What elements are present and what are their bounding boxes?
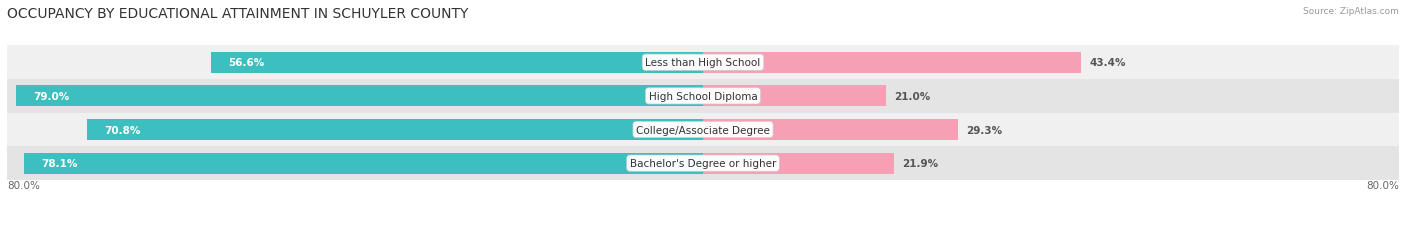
Bar [15,86,703,107]
Bar [7,80,1399,113]
Bar [703,153,894,174]
Text: 21.0%: 21.0% [894,91,931,101]
Bar [703,53,1081,73]
Text: 78.1%: 78.1% [41,158,77,168]
Text: 79.0%: 79.0% [34,91,69,101]
Text: 80.0%: 80.0% [1367,180,1399,190]
Bar [7,46,1399,80]
Text: 43.4%: 43.4% [1090,58,1126,68]
Text: Less than High School: Less than High School [645,58,761,68]
Text: Bachelor's Degree or higher: Bachelor's Degree or higher [630,158,776,168]
Text: OCCUPANCY BY EDUCATIONAL ATTAINMENT IN SCHUYLER COUNTY: OCCUPANCY BY EDUCATIONAL ATTAINMENT IN S… [7,7,468,21]
Text: High School Diploma: High School Diploma [648,91,758,101]
Text: Source: ZipAtlas.com: Source: ZipAtlas.com [1303,7,1399,16]
Text: 70.8%: 70.8% [104,125,141,135]
Text: 56.6%: 56.6% [228,58,264,68]
Text: 80.0%: 80.0% [7,180,39,190]
Text: College/Associate Degree: College/Associate Degree [636,125,770,135]
Bar [7,147,1399,180]
Bar [211,53,703,73]
Bar [7,113,1399,147]
Bar [24,153,703,174]
Bar [703,86,886,107]
Text: 21.9%: 21.9% [903,158,938,168]
Text: 29.3%: 29.3% [966,125,1002,135]
Bar [87,120,703,140]
Bar [703,120,957,140]
